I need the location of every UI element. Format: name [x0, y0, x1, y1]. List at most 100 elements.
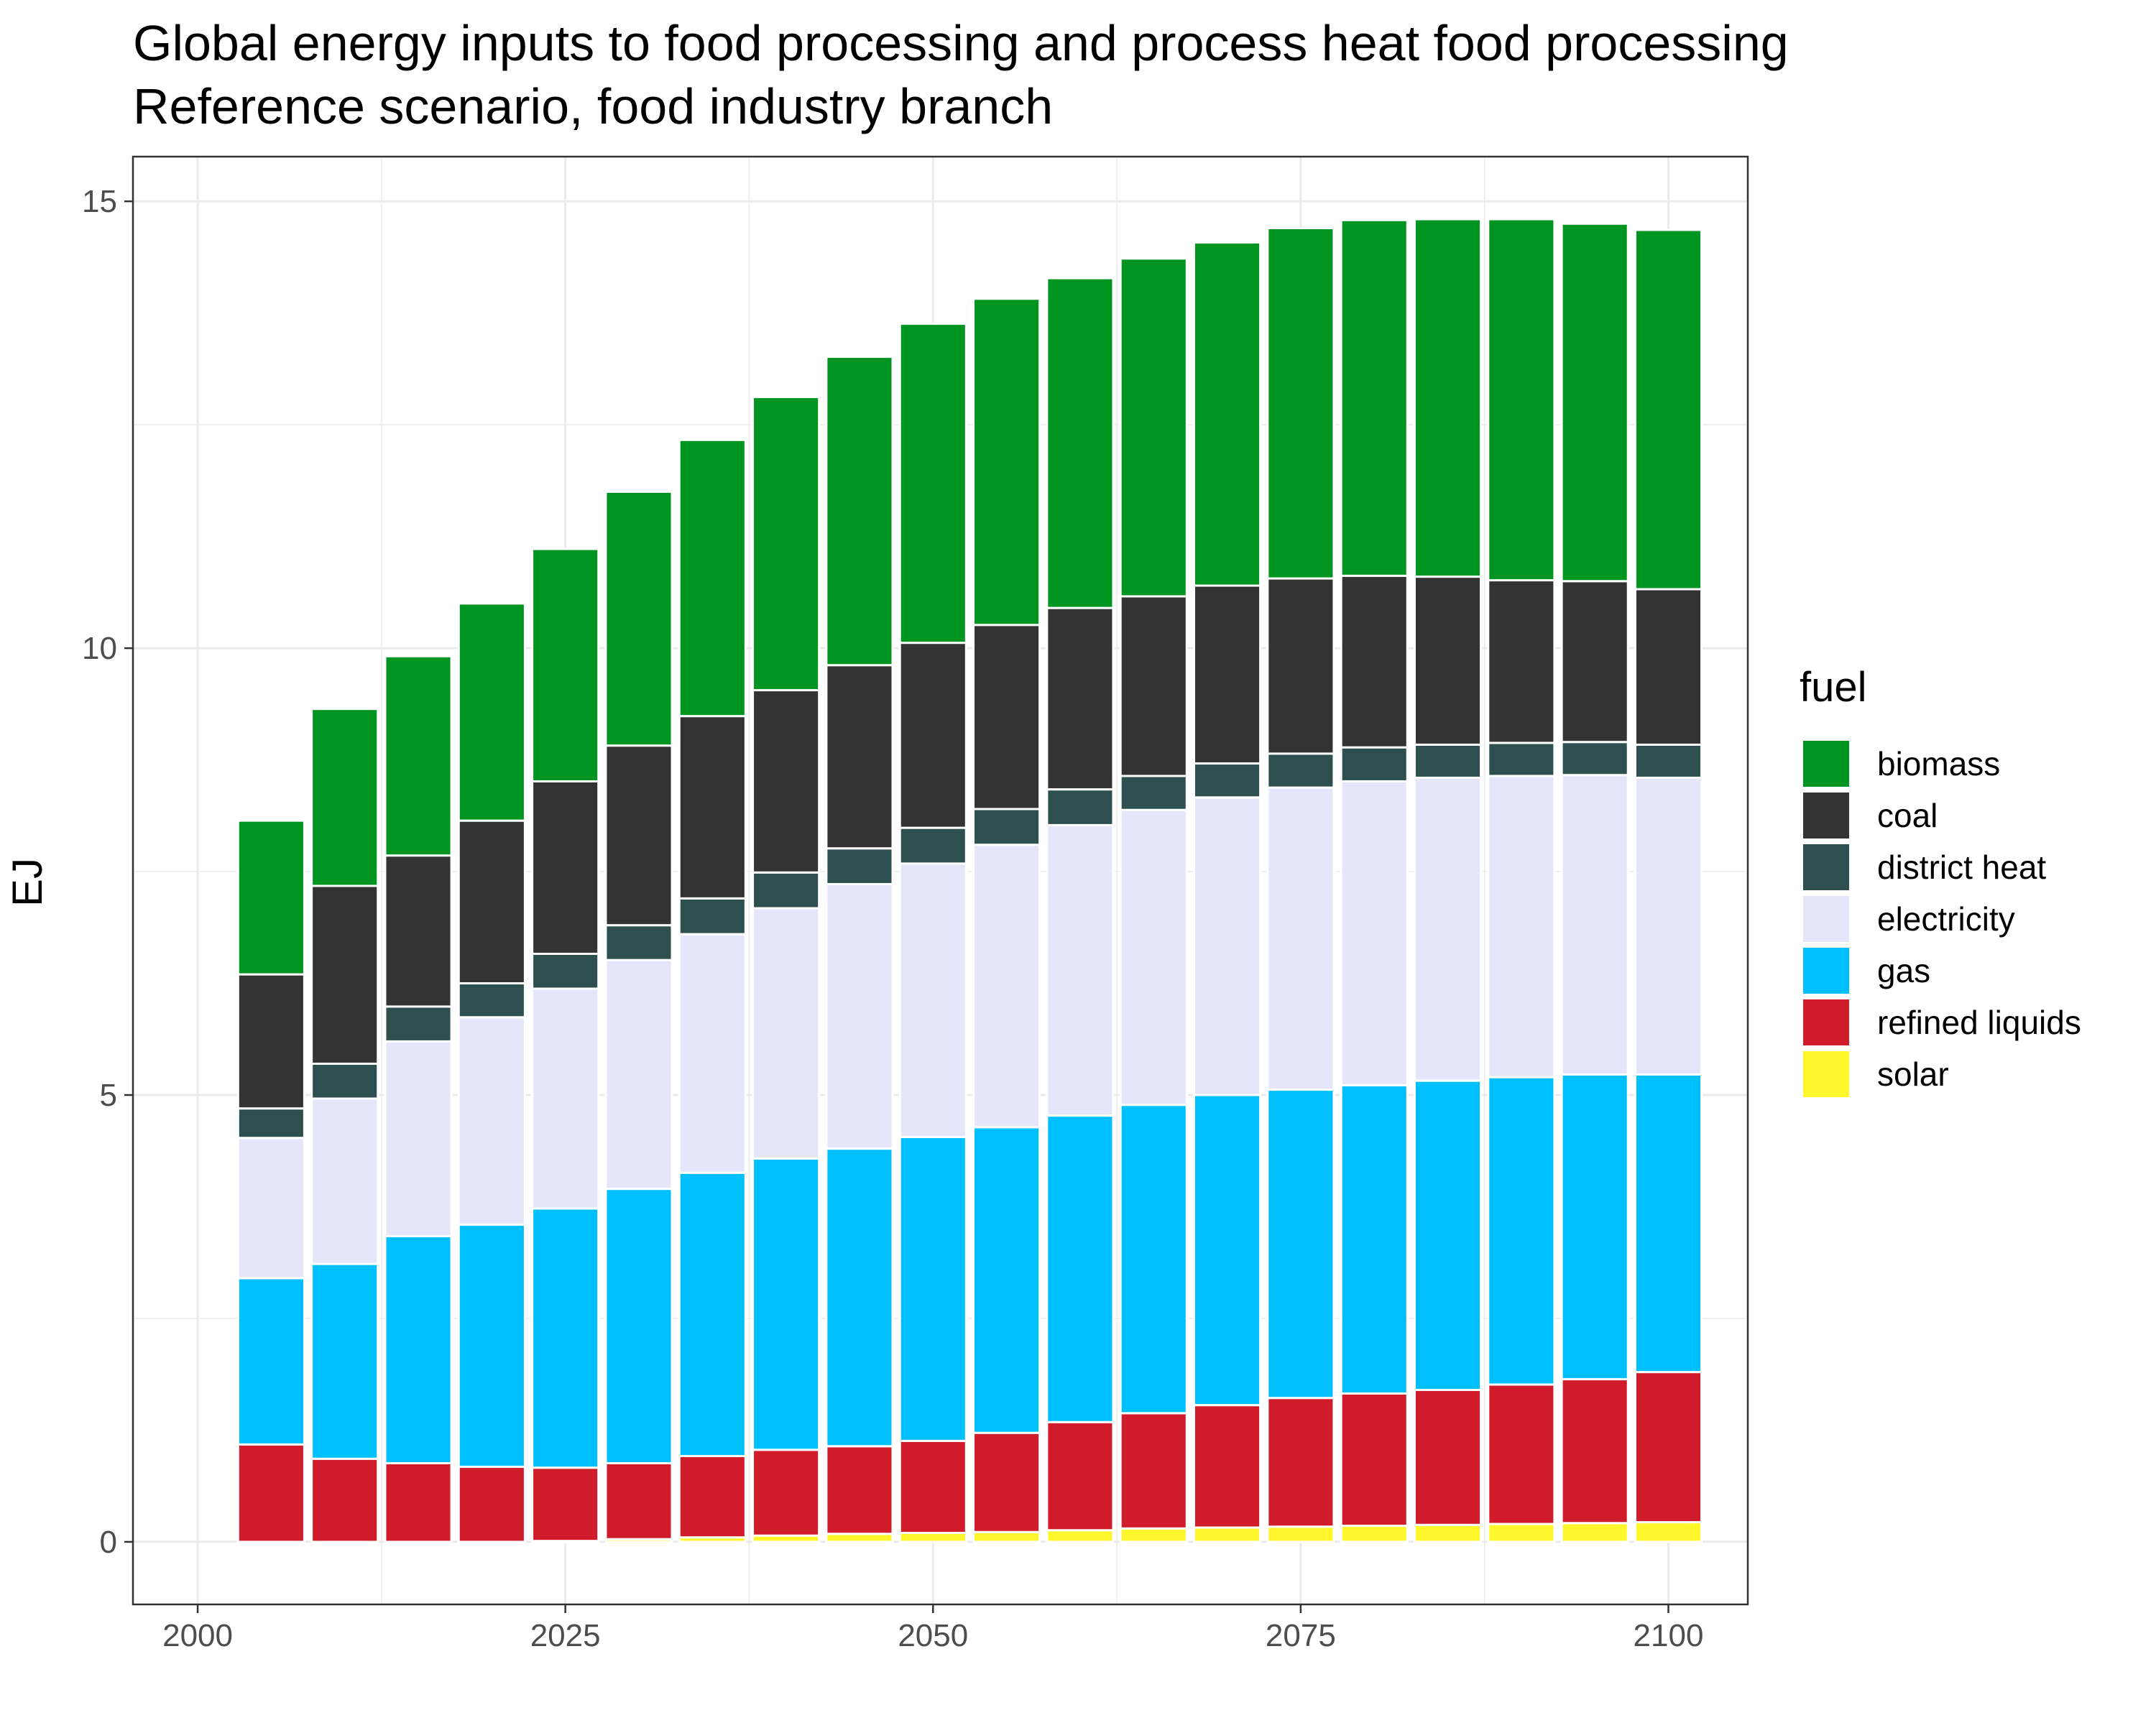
- bar-segment-district-heat-2035: [678, 897, 747, 935]
- bar-segment-electricity-2040: [752, 907, 821, 1160]
- bar-segment-district-heat-2080: [1340, 746, 1409, 782]
- y-tick-label: 5: [100, 1078, 117, 1113]
- bar-segment-district-heat-2060: [1046, 788, 1115, 826]
- legend-key-gas: [1802, 946, 1851, 995]
- bar-segment-gas-2040: [752, 1157, 821, 1451]
- bar-segment-district-heat-2050: [898, 826, 967, 865]
- bar-segment-electricity-2035: [678, 933, 747, 1174]
- bar-segment-coal-2075: [1266, 577, 1335, 755]
- bar-segment-biomass-2100: [1634, 228, 1703, 591]
- bar-segment-electricity-2100: [1634, 776, 1703, 1076]
- bar-segment-coal-2050: [898, 642, 967, 829]
- x-tick-label: 2025: [530, 1618, 601, 1653]
- bar-segment-district-heat-2100: [1634, 743, 1703, 779]
- bar-segment-refined-liquids-2055: [972, 1431, 1041, 1533]
- bar-segment-coal-2080: [1340, 574, 1409, 749]
- bar-segment-electricity-2065: [1119, 808, 1188, 1106]
- legend-key-district-heat: [1802, 843, 1851, 892]
- bar-segment-gas-2020: [457, 1223, 526, 1468]
- bar-segment-gas-2050: [898, 1135, 967, 1442]
- bar-segment-district-heat-2005: [236, 1107, 305, 1140]
- bar-segment-solar-2100: [1634, 1521, 1703, 1543]
- bar-segment-electricity-2080: [1340, 780, 1409, 1086]
- bar-segment-refined-liquids-2050: [898, 1439, 967, 1534]
- bar-segment-coal-2060: [1046, 606, 1115, 791]
- bar-segment-solar-2080: [1340, 1525, 1409, 1543]
- bar-segment-biomass-2035: [678, 438, 747, 718]
- bar-segment-electricity-2015: [384, 1040, 453, 1238]
- bar-segment-district-heat-2095: [1560, 741, 1629, 777]
- bar-segment-gas-2010: [310, 1262, 379, 1460]
- bar-segment-biomass-2050: [898, 323, 967, 644]
- bar-segment-biomass-2015: [384, 655, 453, 857]
- bar-segment-district-heat-2075: [1266, 752, 1335, 789]
- bar-segment-refined-liquids-2100: [1634, 1371, 1703, 1524]
- bar-segment-biomass-2045: [825, 356, 894, 667]
- bar-segment-biomass-2080: [1340, 218, 1409, 577]
- legend: fuel biomass coal district heat electricity…: [1800, 664, 2081, 1099]
- legend-key-solar: [1802, 1050, 1851, 1099]
- bar-segment-biomass-2005: [236, 819, 305, 976]
- bar-segment-electricity-2075: [1266, 786, 1335, 1091]
- bar-segment-refined-liquids-2095: [1560, 1378, 1629, 1525]
- bar-segment-solar-2085: [1413, 1523, 1483, 1543]
- bar-segment-coal-2085: [1413, 576, 1483, 746]
- legend-label-solar: solar: [1877, 1055, 1949, 1093]
- bar-segment-refined-liquids-2070: [1193, 1404, 1262, 1529]
- bar-segment-coal-2040: [752, 689, 821, 874]
- bar-segment-coal-2045: [825, 664, 894, 850]
- bar-segment-electricity-2095: [1560, 774, 1629, 1076]
- bar-segment-biomass-2095: [1560, 222, 1629, 583]
- bar-segment-gas-2035: [678, 1171, 747, 1458]
- bar-segment-coal-2020: [457, 819, 526, 985]
- bar-segment-refined-liquids-2085: [1413, 1388, 1483, 1526]
- bar-segment-electricity-2060: [1046, 823, 1115, 1117]
- bar-segment-gas-2045: [825, 1147, 894, 1448]
- bar-segment-coal-2065: [1119, 595, 1188, 777]
- bar-segment-district-heat-2085: [1413, 743, 1483, 779]
- bar-segment-biomass-2060: [1046, 277, 1115, 609]
- bar-segment-gas-2060: [1046, 1114, 1115, 1423]
- y-axis-title: EJ: [4, 858, 51, 907]
- bar-segment-coal-2095: [1560, 580, 1629, 744]
- legend-items: biomass coal district heat electricity gas re…: [1802, 739, 2081, 1099]
- bar-segment-coal-2010: [310, 884, 379, 1065]
- bar-segment-coal-2015: [384, 854, 453, 1008]
- bar-segment-biomass-2070: [1193, 241, 1262, 587]
- x-tick-label: 2075: [1266, 1618, 1336, 1653]
- bar-segment-district-heat-2030: [604, 924, 673, 961]
- bar-segment-district-heat-2055: [972, 808, 1041, 846]
- bar-segment-refined-liquids-2090: [1487, 1383, 1556, 1525]
- axis-ticks: 2000 2025 2050 2075 2100 0 5 10 15: [82, 184, 1703, 1653]
- bar-segment-electricity-2045: [825, 882, 894, 1150]
- bar-segment-solar-2075: [1266, 1525, 1335, 1543]
- bar-segment-gas-2080: [1340, 1084, 1409, 1395]
- bar-segment-coal-2035: [678, 715, 747, 900]
- bar-segment-coal-2090: [1487, 579, 1556, 744]
- y-tick-label: 15: [82, 184, 117, 219]
- legend-title: fuel: [1800, 664, 1867, 711]
- legend-label-refined-liquids: refined liquids: [1877, 1004, 2081, 1041]
- bar-segment-electricity-2005: [236, 1137, 305, 1280]
- bar-segment-biomass-2090: [1487, 218, 1556, 582]
- bar-segment-refined-liquids-2025: [531, 1466, 600, 1543]
- legend-label-gas: gas: [1877, 952, 1930, 989]
- bar-segment-electricity-2025: [531, 987, 600, 1210]
- bar-segment-gas-2005: [236, 1277, 305, 1446]
- bar-segment-biomass-2030: [604, 490, 673, 747]
- legend-label-biomass: biomass: [1877, 745, 2000, 782]
- bar-segment-district-heat-2010: [310, 1062, 379, 1100]
- bar-segment-gas-2015: [384, 1235, 453, 1464]
- bar-segment-refined-liquids-2020: [457, 1465, 526, 1543]
- bar-segment-biomass-2075: [1266, 227, 1335, 580]
- bar-segment-district-heat-2025: [531, 952, 600, 990]
- y-tick-label: 0: [100, 1525, 117, 1560]
- bar-segment-solar-2050: [898, 1531, 967, 1543]
- bar-segment-refined-liquids-2005: [236, 1443, 305, 1543]
- bar-segment-solar-2070: [1193, 1526, 1262, 1543]
- bar-segment-coal-2005: [236, 973, 305, 1110]
- legend-label-electricity: electricity: [1877, 900, 2015, 938]
- legend-key-refined-liquids: [1802, 998, 1851, 1047]
- x-tick-label: 2100: [1634, 1618, 1704, 1653]
